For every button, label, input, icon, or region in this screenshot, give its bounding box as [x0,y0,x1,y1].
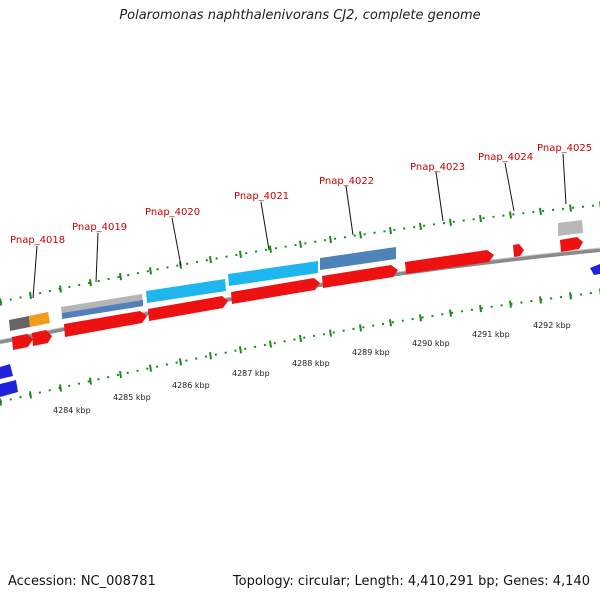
cds-4023[interactable] [405,250,494,274]
map-title: Polaromonas naphthalenivorans CJ2, compl… [119,8,481,23]
outer-major-tick [329,235,332,244]
gene-label-4020[interactable]: Pnap_4020 [145,207,200,218]
outer-major-tick [269,245,272,253]
inner-ticks [0,288,600,406]
kbp-label-4292: 4292 kbp [533,321,571,330]
kbp-label-4291: 4291 kbp [472,330,510,339]
inner-major-tick [59,384,62,392]
inner-major-tick [389,319,392,327]
outer-major-tick [29,291,32,300]
outer-major-tick [449,218,452,226]
outer-major-tick [359,231,362,239]
kbp-label-4288: 4288 kbp [292,359,330,368]
inner-major-tick [479,304,482,313]
genome-summary-text: Topology: circular; Length: 4,410,291 bp… [232,574,590,589]
accession-text: Accession: NC_008781 [8,574,156,589]
inner-major-tick [0,398,2,406]
outer-major-tick [299,240,302,248]
outer-major-tick [59,285,62,293]
outer-major-tick [119,273,122,281]
inner-major-tick [449,309,452,317]
track-bar-orange-4018[interactable] [29,312,50,327]
inner-major-tick [299,334,302,343]
outer-major-tick [239,250,242,258]
inner-major-tick [539,296,542,304]
reverse-gene-left-1[interactable] [0,364,13,379]
outer-major-tick [209,255,212,264]
outer-major-tick [389,226,392,235]
reverse-gene-right[interactable] [590,264,600,275]
kbp-label-4290: 4290 kbp [412,339,450,348]
cds-4025[interactable] [560,237,583,252]
inner-major-tick [329,329,332,337]
kbp-label-4284: 4284 kbp [53,406,91,415]
gene-label-4023[interactable]: Pnap_4023 [410,162,465,173]
kbp-label-4289: 4289 kbp [352,348,390,357]
outer-major-tick [419,222,422,230]
gene-label-4025[interactable]: Pnap_4025 [537,143,592,154]
gene-label-4021[interactable]: Pnap_4021 [234,191,289,202]
inner-major-tick [179,358,182,366]
outer-major-tick [539,207,542,216]
track-bar-4025[interactable] [558,220,583,236]
cds-4020[interactable] [148,296,228,321]
cds-4021[interactable] [231,278,320,304]
outer-ticks [0,201,600,306]
cds-4019[interactable] [64,311,147,337]
track-bar-4021[interactable] [228,261,318,286]
outer-major-tick [0,298,2,306]
outer-major-tick [569,204,572,212]
kbp-label-4285: 4285 kbp [113,393,151,402]
outer-major-tick [149,267,152,275]
reverse-gene-left-2[interactable] [0,380,18,397]
cds-4018b[interactable] [32,330,52,346]
outer-major-tick [89,279,92,287]
inner-major-tick [149,364,152,372]
inner-major-tick [269,340,272,348]
gene-label-4019[interactable]: Pnap_4019 [72,222,127,233]
label-leaders [32,153,567,299]
cds-4022[interactable] [322,265,398,288]
gene-label-4024[interactable]: Pnap_4024 [478,152,533,163]
track-bar-4022[interactable] [320,247,396,270]
outer-major-tick [479,214,482,223]
inner-major-tick [29,391,32,399]
cds-4018a[interactable] [12,334,33,350]
cds-4024[interactable] [513,244,524,257]
inner-major-tick [569,292,572,300]
gene-label-4022[interactable]: Pnap_4022 [319,176,374,187]
inner-major-tick [239,346,242,354]
track-bar-4020[interactable] [146,279,226,303]
kbp-label-4287: 4287 kbp [232,369,270,378]
kbp-label-4286: 4286 kbp [172,381,210,390]
inner-major-tick [89,377,92,385]
track-bar-grey-4018[interactable] [9,316,30,331]
inner-major-tick [209,352,212,360]
inner-major-tick [419,314,422,322]
inner-major-tick [509,300,512,308]
gene-label-4018[interactable]: Pnap_4018 [10,235,65,246]
inner-major-tick [119,370,122,379]
outer-major-tick [509,211,512,219]
inner-major-tick [359,324,362,332]
